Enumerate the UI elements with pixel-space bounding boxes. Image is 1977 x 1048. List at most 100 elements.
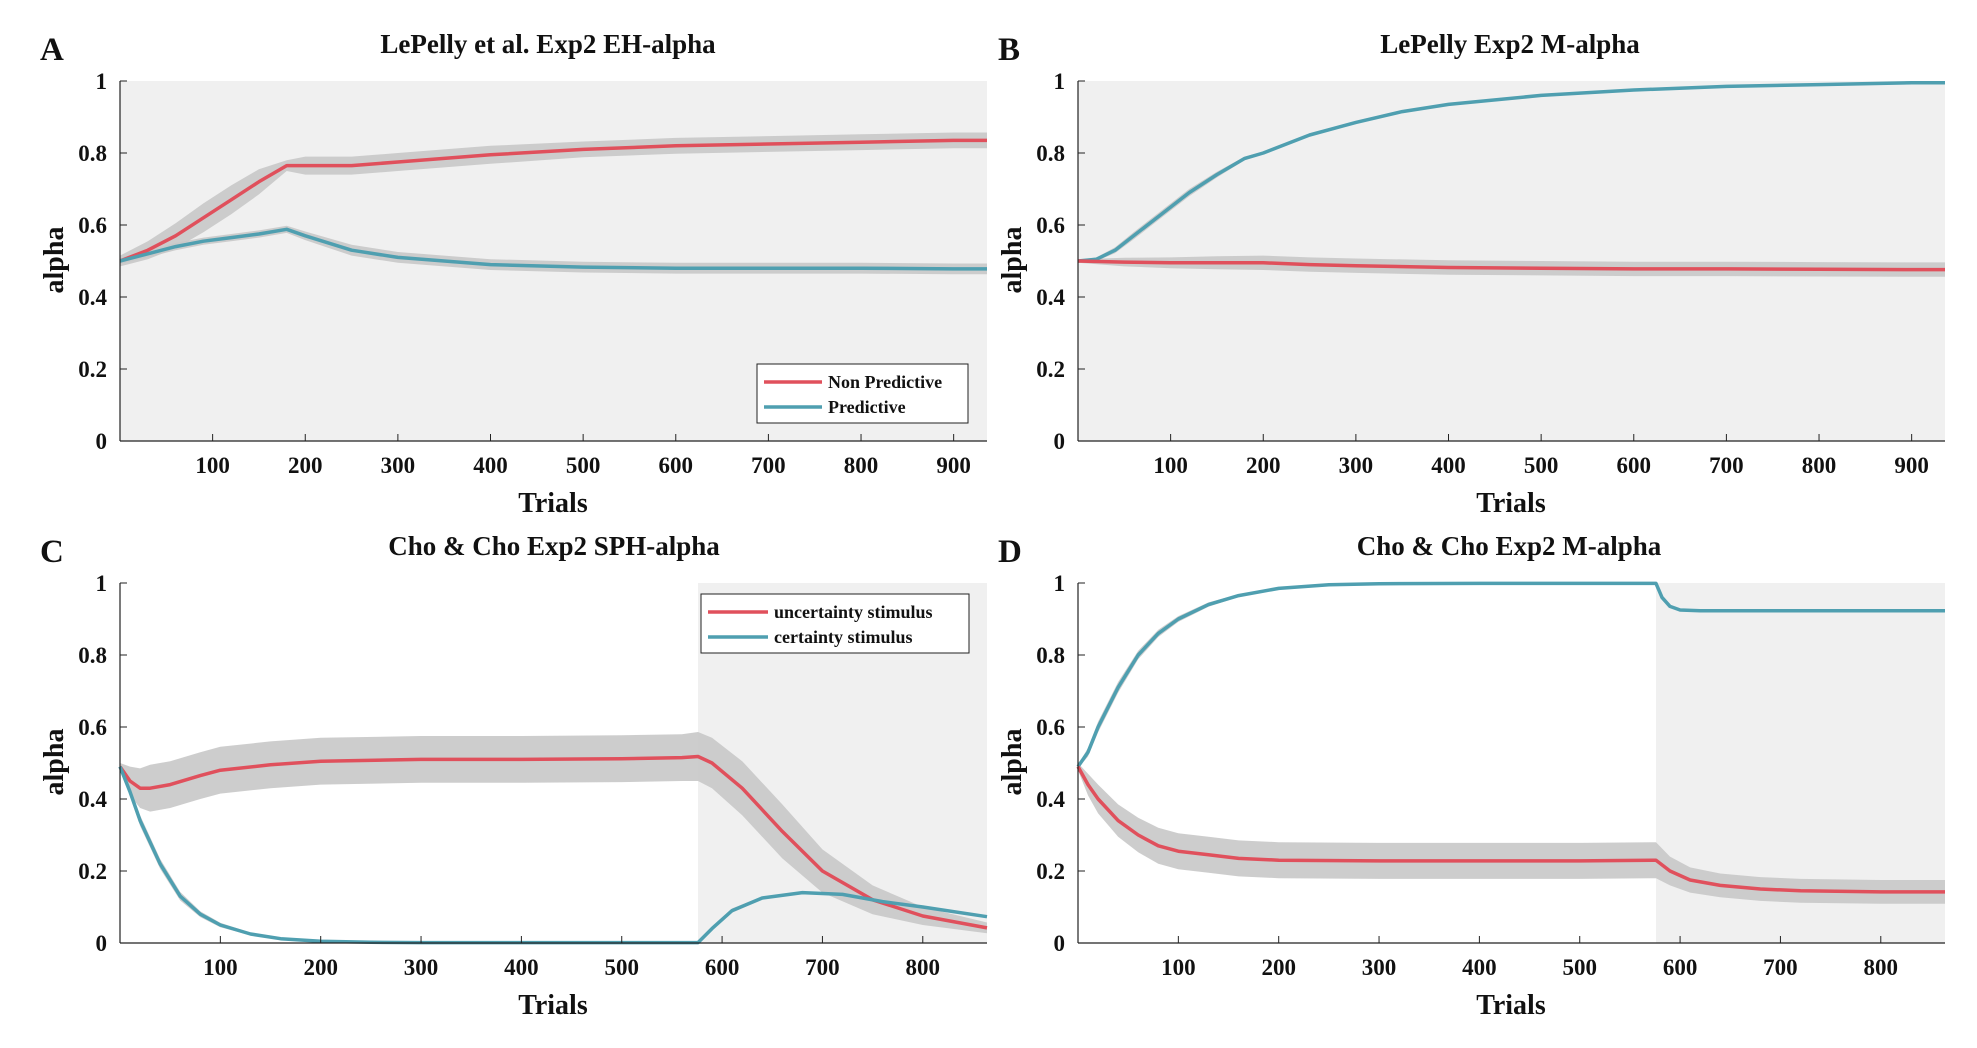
confidence-band-red	[1078, 763, 1945, 904]
x-tick-label: 100	[203, 955, 238, 980]
y-tick-label: 0.2	[1036, 357, 1065, 382]
x-tick-label: 100	[1153, 453, 1188, 478]
panel-letter: D	[998, 534, 1022, 570]
y-tick-label: 0	[96, 931, 108, 956]
y-tick-label: 0.8	[1036, 141, 1065, 166]
x-tick-label: 600	[705, 955, 740, 980]
x-tick-label: 600	[659, 453, 694, 478]
x-tick-label: 200	[1246, 453, 1281, 478]
x-tick-label: 400	[504, 955, 539, 980]
y-tick-label: 0.4	[78, 787, 107, 812]
chart-title: Cho & Cho Exp2 SPH-alpha	[388, 531, 720, 561]
x-tick-label: 800	[906, 955, 941, 980]
y-tick-label: 0.4	[1036, 285, 1065, 310]
x-tick-label: 800	[1802, 453, 1837, 478]
series-line-red	[1076, 765, 1945, 894]
series-line-red	[119, 138, 987, 263]
x-tick-label: 600	[1663, 955, 1698, 980]
y-tick-label: 1	[1054, 571, 1066, 596]
x-tick-label: 400	[473, 453, 508, 478]
y-tick-label: 0.2	[1036, 859, 1065, 884]
x-tick-label: 200	[1261, 955, 1296, 980]
x-axis-label: Trials	[1476, 488, 1546, 519]
chart-title: LePelly Exp2 M-alpha	[1380, 29, 1640, 59]
x-tick-label: 800	[844, 453, 879, 478]
chart-title: Cho & Cho Exp2 M-alpha	[1357, 531, 1662, 561]
series-line-teal	[1077, 81, 1945, 263]
y-tick-label: 1	[1054, 69, 1066, 94]
x-tick-label: 100	[195, 453, 230, 478]
y-axis-label: alpha	[39, 729, 70, 796]
y-tick-label: 0.4	[78, 285, 107, 310]
x-axis-label: Trials	[518, 488, 588, 519]
chart-title: LePelly et al. Exp2 EH-alpha	[380, 29, 716, 59]
legend-label-certainty: certainty stimulus	[774, 627, 913, 647]
legend-label-predictive: Predictive	[828, 397, 906, 417]
y-tick-label: 1	[96, 571, 108, 596]
legend: uncertainty stimulus certainty stimulus	[700, 593, 970, 654]
x-tick-label: 500	[566, 453, 601, 478]
x-tick-label: 300	[1339, 453, 1374, 478]
series-line-teal	[1076, 581, 1945, 768]
x-tick-label: 200	[288, 453, 323, 478]
y-tick-label: 0	[1054, 931, 1066, 956]
x-tick-label: 200	[303, 955, 338, 980]
y-tick-label: 0.2	[78, 859, 107, 884]
panel-a: A LePelly et al. Exp2 EH-alpha 100 200 300…	[39, 29, 987, 519]
y-tick-label: 0.8	[1036, 643, 1065, 668]
x-tick-label: 300	[1362, 955, 1397, 980]
panel-letter: C	[40, 534, 64, 570]
x-tick-label: 100	[1161, 955, 1196, 980]
x-tick-label: 700	[751, 453, 786, 478]
y-tick-label: 0.6	[1036, 213, 1065, 238]
x-tick-label: 900	[1894, 453, 1929, 478]
y-tick-label: 0	[1054, 429, 1066, 454]
y-tick-label: 0.2	[78, 357, 107, 382]
x-tick-label: 500	[1562, 955, 1597, 980]
plot-area: 100 200 300 400 500 600 700 800 900 0 0.2 0.4 0.6 0.8…	[1036, 69, 1945, 478]
x-axis-label: Trials	[1476, 990, 1546, 1021]
y-tick-label: 0.8	[78, 643, 107, 668]
confidence-band-red	[120, 732, 987, 934]
legend-box	[700, 593, 970, 654]
legend-label-non-predictive: Non Predictive	[828, 372, 942, 392]
x-tick-label: 800	[1864, 955, 1899, 980]
y-tick-label: 0.4	[1036, 787, 1065, 812]
panel-b: B LePelly Exp2 M-alpha 100 200 300 400 500 60…	[997, 29, 1945, 519]
x-tick-label: 700	[1763, 955, 1798, 980]
legend-label-uncertainty: uncertainty stimulus	[774, 602, 933, 622]
y-axis-label: alpha	[997, 227, 1028, 294]
y-axis-label: alpha	[39, 227, 70, 294]
y-tick-label: 0.6	[78, 715, 107, 740]
x-tick-label: 500	[604, 955, 639, 980]
panel-letter: A	[40, 32, 64, 68]
series-line-red	[118, 754, 988, 930]
plot-area: 100 200 300 400 500 600 700 800 0 0.2 0.4 0.6 0.8 1	[1036, 571, 1945, 980]
x-tick-label: 500	[1524, 453, 1559, 478]
y-tick-label: 0.6	[78, 213, 107, 238]
x-tick-label: 400	[1462, 955, 1497, 980]
x-tick-label: 300	[381, 453, 416, 478]
series-line-teal	[119, 227, 987, 271]
legend-box	[756, 363, 969, 424]
panel-c: C Cho & Cho Exp2 SPH-alpha 100 200 300 400 5…	[39, 531, 988, 1021]
y-tick-label: 0.8	[78, 141, 107, 166]
x-tick-label: 700	[1709, 453, 1744, 478]
y-tick-label: 0	[96, 429, 108, 454]
x-tick-label: 300	[404, 955, 439, 980]
panel-d: D Cho & Cho Exp2 M-alpha 100 200 300 400 500…	[997, 531, 1945, 1021]
x-tick-label: 400	[1431, 453, 1466, 478]
series-line-red	[1077, 259, 1945, 272]
panel-letter: B	[998, 32, 1020, 68]
y-tick-label: 1	[96, 69, 108, 94]
x-axis-label: Trials	[518, 990, 588, 1021]
confidence-band-red	[1078, 255, 1945, 277]
x-tick-label: 700	[805, 955, 840, 980]
x-tick-label: 600	[1617, 453, 1652, 478]
plot-area: 100 200 300 400 500 600 700 800 900 0 0.2 0.4 0.6 0.8…	[78, 69, 987, 478]
x-tick-label: 900	[936, 453, 971, 478]
legend: Non Predictive Predictive	[756, 363, 969, 424]
y-axis-label: alpha	[997, 729, 1028, 796]
y-tick-label: 0.6	[1036, 715, 1065, 740]
